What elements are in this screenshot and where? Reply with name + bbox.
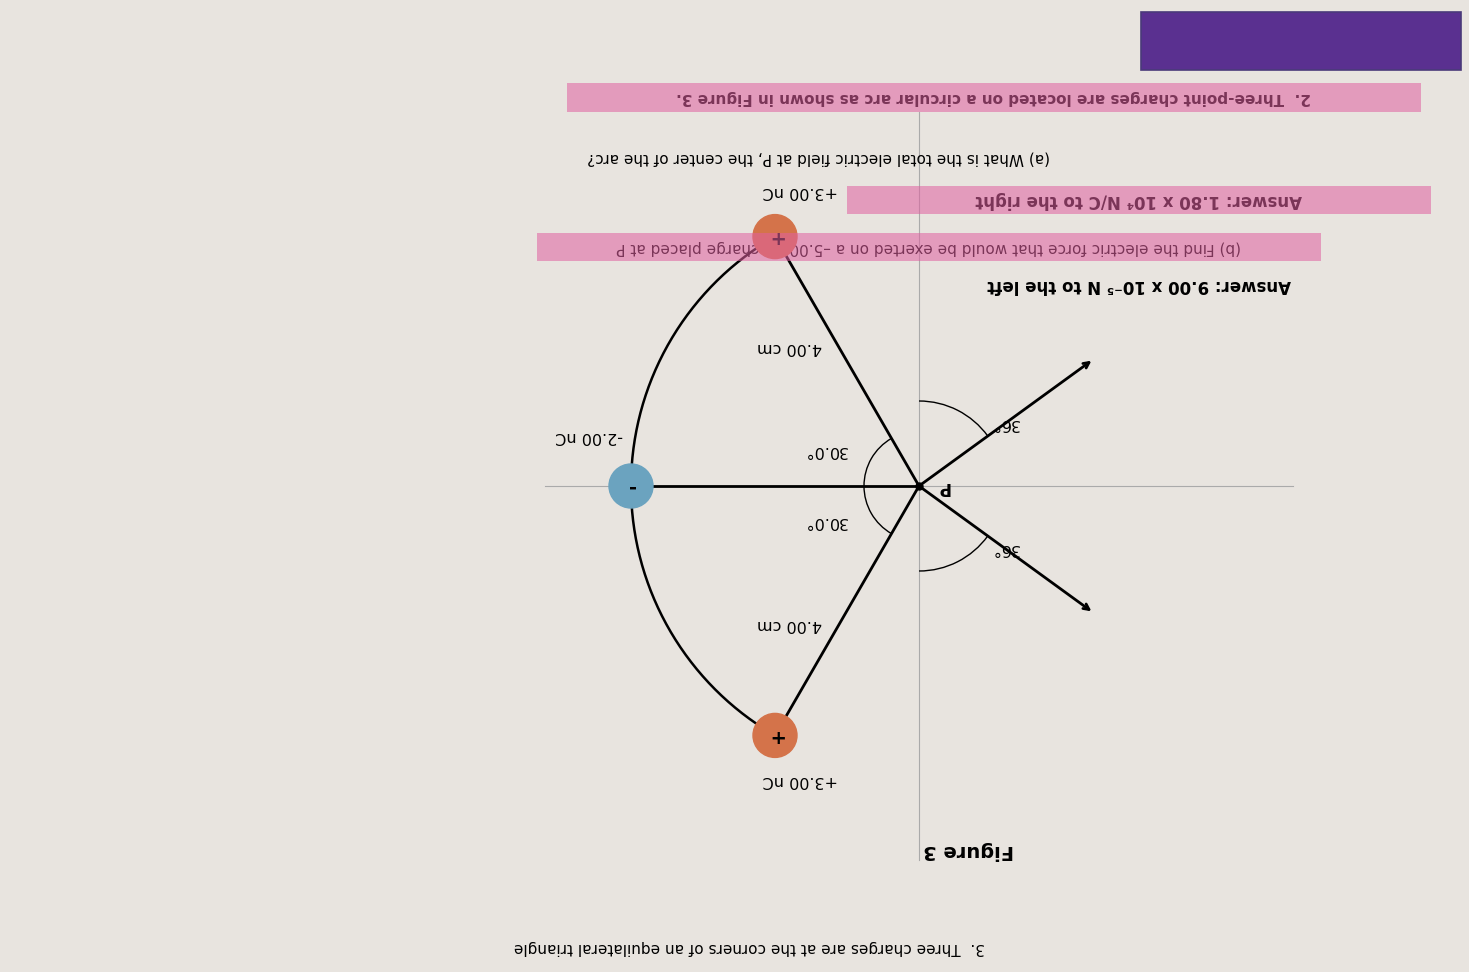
Text: (b) Find the electric force that would be exerted on a –5.00 nC charge placed at: (b) Find the electric force that would b…	[617, 239, 1241, 255]
Text: 4.00 cm: 4.00 cm	[757, 616, 823, 632]
Text: PHY098: PHY098	[1385, 42, 1443, 55]
Text: -2.00 nC: -2.00 nC	[555, 429, 623, 444]
Text: P: P	[937, 478, 949, 496]
Text: +3.00 nC: +3.00 nC	[762, 184, 837, 198]
FancyBboxPatch shape	[538, 233, 1321, 261]
FancyBboxPatch shape	[567, 83, 1421, 112]
Text: 30.0°: 30.0°	[804, 443, 848, 458]
Text: +: +	[767, 227, 783, 246]
Text: CENTRE OF FOUNDATION STUDIES UiTM: CENTRE OF FOUNDATION STUDIES UiTM	[1152, 32, 1450, 45]
FancyBboxPatch shape	[1141, 12, 1462, 70]
Circle shape	[610, 464, 654, 508]
Circle shape	[754, 713, 798, 757]
Text: 2.  Three-point charges are located on a circular arc as shown in Figure 3.: 2. Three-point charges are located on a …	[677, 90, 1312, 105]
Text: 3.  Three charges are at the corners of an equilateral triangle: 3. Three charges are at the corners of a…	[514, 940, 984, 955]
Text: +3.00 nC: +3.00 nC	[762, 774, 837, 788]
Text: 4.00 cm: 4.00 cm	[757, 340, 823, 356]
Text: 24/25: 24/25	[1394, 15, 1434, 28]
Text: 36°: 36°	[992, 416, 1019, 431]
Text: Answer: 9.00 x 10⁻⁵ N to the left: Answer: 9.00 x 10⁻⁵ N to the left	[987, 276, 1291, 294]
Text: Figure 3: Figure 3	[924, 841, 1015, 860]
Text: (a) What is the total electric field at P, the center of the arc?: (a) What is the total electric field at …	[588, 151, 1050, 165]
Text: 36°: 36°	[992, 541, 1019, 556]
Text: 30.0°: 30.0°	[804, 514, 848, 529]
Text: Answer: 1.80 x 10⁴ N/C to the right: Answer: 1.80 x 10⁴ N/C to the right	[975, 191, 1303, 209]
Circle shape	[754, 215, 798, 259]
Text: +: +	[767, 726, 783, 745]
FancyBboxPatch shape	[848, 186, 1431, 214]
Text: -: -	[627, 476, 635, 496]
